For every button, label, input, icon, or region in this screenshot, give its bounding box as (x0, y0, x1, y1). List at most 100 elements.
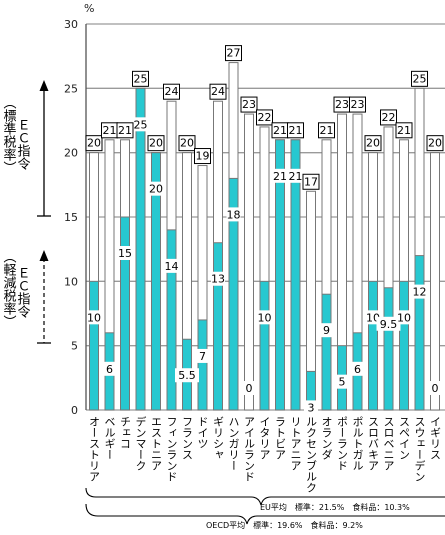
bar-standard-rate (244, 113, 254, 411)
standard-rate-label: 23 (351, 98, 365, 111)
y-tick-label: 30 (64, 18, 78, 31)
reduced-rate-label: 10 (258, 311, 272, 324)
footnote-brackets (85, 487, 445, 525)
reduced-rate-label-bg (397, 310, 411, 325)
reduced-rate-label: 9.5 (380, 318, 398, 331)
reduced-rate-label-bg (133, 117, 148, 132)
reduced-rate-label-bg (149, 181, 163, 196)
standard-rate-label: 17 (304, 175, 318, 188)
standard-rate-label: 21 (118, 124, 132, 137)
footnote-eu-average: EU平均 標準：21.5% 食料品：10.3% (260, 502, 410, 512)
standard-rate-box (163, 83, 180, 100)
standard-rate-label: 23 (242, 98, 256, 111)
reduced-rate-label-bg (273, 168, 287, 183)
category-label: ベルギー (103, 416, 116, 460)
reduced-rate-label: 9 (323, 324, 330, 337)
standard-rate-label: 20 (366, 137, 380, 150)
reduced-rate-label: 20 (149, 183, 163, 196)
reduced-rate-label-bg (87, 310, 101, 325)
category-label: ギリシャ (212, 416, 225, 460)
bar-reduced-rate (120, 216, 130, 411)
standard-rate-label: 25 (134, 72, 148, 85)
reduced-rate-label-bg (257, 310, 272, 325)
category-label: イタリア (258, 416, 271, 460)
category-label: オランダ (320, 416, 333, 460)
standard-rate-label: 21 (103, 124, 117, 137)
standard-rate-box (225, 45, 242, 62)
reduced-rate-label-bg (412, 284, 427, 299)
category-label: ハンガリー (227, 416, 240, 471)
bar-reduced-rate (290, 139, 301, 411)
reduced-rate-label: 15 (118, 247, 132, 260)
reduced-rate-label: 21 (273, 170, 287, 183)
standard-rate-label: 22 (258, 111, 272, 124)
label-layer: 20 10 オーストリア 21 6 ベルギー 21 15 チェコ 25 25 デンマーク 20 20 エスト… (85, 45, 444, 493)
reduced-rate-label-bg (335, 374, 349, 389)
reduced-rate-label: 12 (413, 286, 427, 299)
reduced-rate-label: 6 (354, 363, 361, 376)
category-label: スロバキア (367, 416, 380, 471)
category-label: ラトビア (274, 416, 287, 460)
reduced-rate-label: 5.5 (178, 369, 196, 382)
standard-rate-label: 24 (165, 85, 179, 98)
standard-rate-box (302, 173, 320, 190)
bar-reduced-rate (321, 293, 332, 411)
bar-reduced-rate (259, 280, 270, 411)
category-label: ドイツ (196, 416, 209, 449)
category-label: フィンランド (165, 416, 178, 482)
reduced-rate-label-bg (428, 381, 442, 395)
reduced-rate-label: 0 (246, 382, 253, 395)
bar-reduced-rate (151, 152, 161, 411)
footnote-oecd-average: OECD平均 標準：19.6% 食料品：9.2% (206, 520, 363, 530)
standard-rate-label: 23 (335, 98, 349, 111)
reduced-rate-label-bg (118, 246, 132, 260)
standard-rate-box (240, 96, 258, 113)
standard-rate-box (364, 135, 382, 152)
category-label: フランス (181, 416, 194, 460)
standard-rate-box (380, 109, 397, 126)
bar-reduced-rate (275, 139, 285, 411)
reduced-rate-annotation (37, 250, 51, 344)
bar-reduced-rate (399, 280, 409, 411)
standard-rate-side-label-a: （標準税率） (1, 96, 17, 174)
side-labels: （標準税率） ＥＣ指令（軽減税率） ＥＣ指令 (1, 96, 31, 328)
bar-reduced-rate (368, 280, 378, 411)
bar-reduced-rate (166, 229, 177, 411)
category-label: スウェーデン (413, 416, 426, 482)
standard-rate-box (426, 135, 444, 152)
reduced-rate-label: 10 (397, 311, 411, 324)
reduced-rate-label: 0 (432, 382, 439, 395)
standard-rate-box (178, 135, 196, 152)
reduced-rate-label: 5 (339, 376, 346, 389)
reduced-rate-label: 6 (106, 363, 113, 376)
y-tick-label: 25 (64, 82, 78, 95)
reduced-rate-label: 13 (211, 273, 225, 286)
bar-reduced-rate (228, 177, 239, 411)
category-label: デンマーク (134, 415, 147, 471)
reduced-rate-label-bg (102, 361, 117, 376)
standard-rate-box (147, 135, 165, 152)
reduced-rate-label: 21 (289, 170, 303, 183)
category-label: オーストリア (88, 416, 101, 482)
y-tick-label: 5 (71, 340, 78, 353)
standard-rate-box (256, 109, 273, 126)
standard-rate-box (287, 122, 304, 139)
category-label: スロベニア (382, 416, 395, 471)
reduced-rate-label-bg (242, 381, 256, 395)
standard-rate-box (395, 122, 413, 139)
category-label: ポーランド (336, 416, 349, 471)
standard-rate-box (209, 83, 227, 100)
standard-rate-label: 20 (149, 137, 163, 150)
y-tick-label: 20 (64, 147, 78, 160)
standard-rate-label: 25 (413, 72, 427, 85)
reduced-rate-label: 7 (199, 350, 206, 363)
standard-rate-label: 21 (320, 124, 334, 137)
reduced-rate-label-bg (211, 271, 225, 286)
y-tick-label: 15 (64, 211, 78, 224)
standard-rate-label: 24 (211, 85, 225, 98)
unit-label: % (84, 2, 94, 15)
bar-reduced-rate (383, 287, 394, 411)
category-label: チェコ (119, 416, 132, 449)
reduced-rate-label-bg (226, 207, 241, 222)
